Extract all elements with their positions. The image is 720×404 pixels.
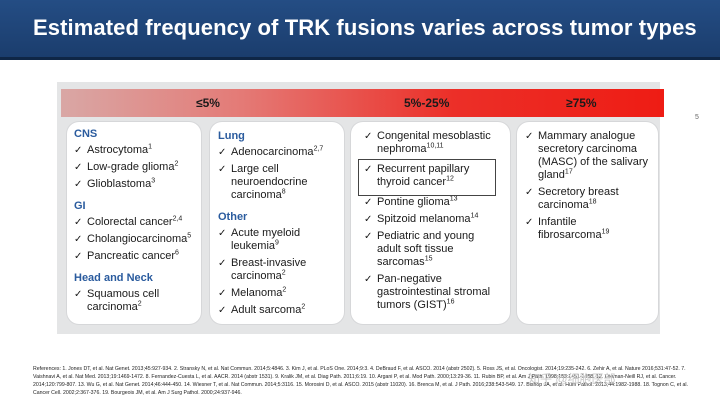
references: References: 1. Jones DT, et al. Nat Gene… xyxy=(33,366,688,396)
band-high-label: ≥75% xyxy=(566,96,597,110)
list-item: Large cell neuroendocrine carcinoma8 xyxy=(218,163,323,202)
list-item: Acute myeloid leukemia9 xyxy=(218,227,323,253)
list-item: Astrocytoma1 xyxy=(74,143,198,157)
list-item: Infantile fibrosarcoma19 xyxy=(525,216,628,242)
list-item: Colorectal cancer2,4 xyxy=(74,215,198,229)
column-4: Mammary analogue secretory carcinoma (MA… xyxy=(525,130,653,246)
list-item: Breast-invasive carcinoma2 xyxy=(218,257,331,283)
section-heading: Other xyxy=(218,211,248,223)
list-item: Melanoma2 xyxy=(218,286,342,300)
column-1: CNS Astrocytoma1 Low-grade glioma2 Gliob… xyxy=(74,128,198,318)
section-heading: CNS xyxy=(74,128,98,140)
list-item: Congenital mesoblastic nephroma10,11 xyxy=(364,130,497,156)
list-item: Low-grade glioma2 xyxy=(74,160,198,174)
column-3: Congenital mesoblastic nephroma10,11 Rec… xyxy=(364,130,504,316)
page-number: 5 xyxy=(695,114,699,121)
section-heading: Lung xyxy=(218,130,245,142)
list-item: Secretory breast carcinoma18 xyxy=(525,186,638,212)
list-item: Pancreatic cancer6 xyxy=(74,249,198,263)
list-item: Squamous cell carcinoma2 xyxy=(74,288,179,314)
list-item: Pediatric and young adult soft tissue sa… xyxy=(364,230,495,269)
watermark: 知乎 @细胞医部 xyxy=(528,372,616,386)
list-item: Pan-negative gastrointestinal stromal tu… xyxy=(364,273,505,312)
list-item: Pontine glioma13 xyxy=(364,195,504,209)
title-underline xyxy=(0,57,720,60)
frequency-gradient-bar: ≤5% 5%-25% ≥75% xyxy=(61,89,664,117)
list-item: Spitzoid melanoma14 xyxy=(364,212,504,226)
list-item: Glioblastoma3 xyxy=(74,177,198,191)
column-2: Lung Adenocarcinoma2,7 Large cell neuroe… xyxy=(218,130,342,321)
highlight-box xyxy=(358,159,496,196)
band-low-label: ≤5% xyxy=(196,96,220,110)
list-item: Recurrent papillary thyroid cancer12 xyxy=(364,163,497,189)
list-item: Adult sarcoma2 xyxy=(218,303,342,317)
band-mid-label: 5%-25% xyxy=(404,96,450,110)
list-item: Adenocarcinoma2,7 xyxy=(218,145,342,159)
list-item: Mammary analogue secretory carcinoma (MA… xyxy=(525,130,650,182)
title-bar: Estimated frequency of TRK fusions varie… xyxy=(0,0,720,57)
section-heading: Head and Neck xyxy=(74,272,153,284)
slide-title: Estimated frequency of TRK fusions varie… xyxy=(33,15,697,40)
list-item: Cholangiocarcinoma5 xyxy=(74,232,198,246)
section-heading: GI xyxy=(74,200,86,212)
